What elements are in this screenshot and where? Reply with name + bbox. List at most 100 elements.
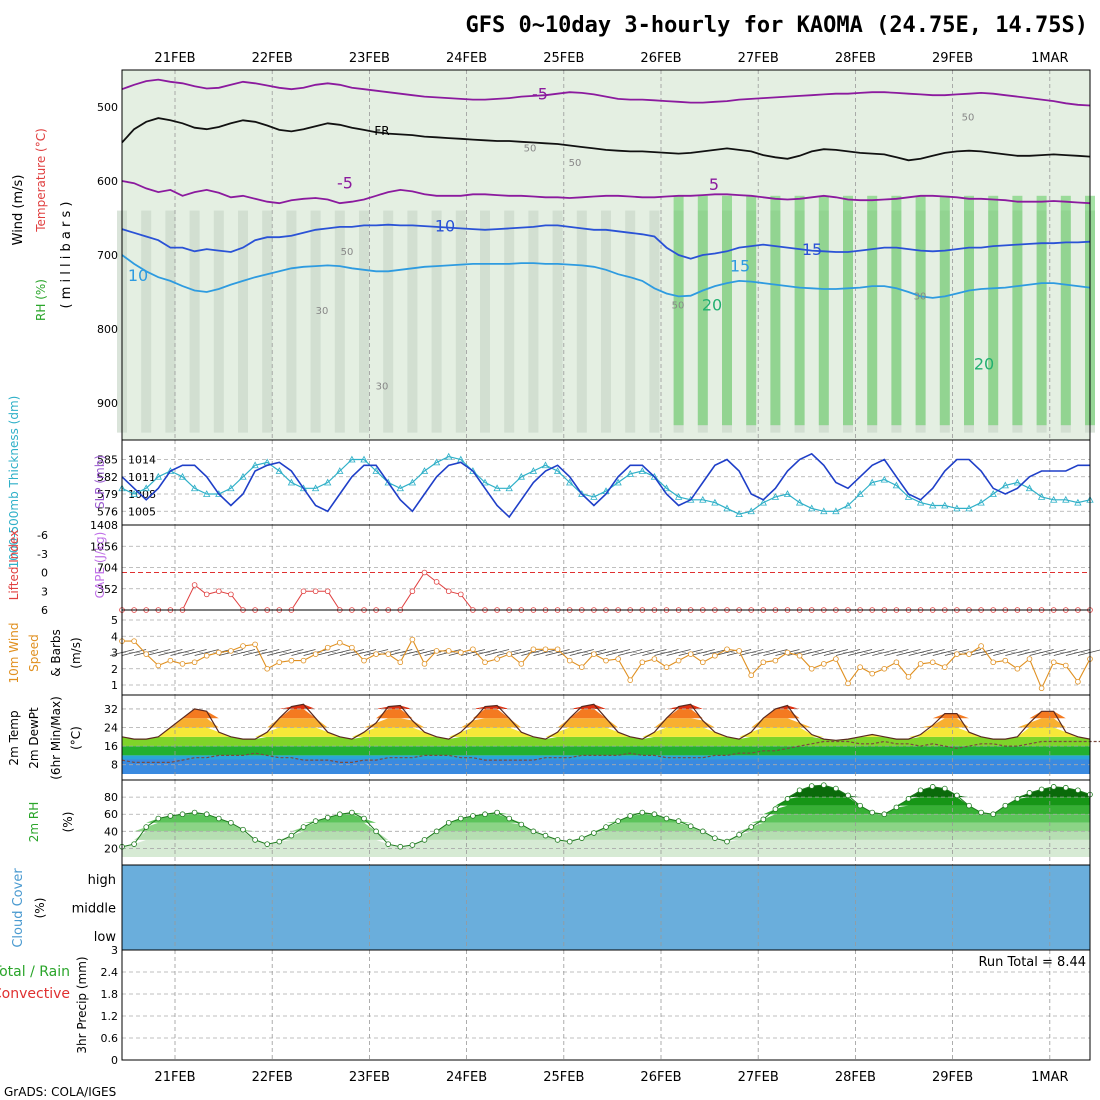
wind-speed-marker xyxy=(167,657,174,664)
wind-speed-marker xyxy=(324,644,331,651)
rh-marker xyxy=(445,819,452,826)
wind-speed-marker xyxy=(361,657,367,664)
rh-marker xyxy=(566,838,573,845)
contour-label: 15 xyxy=(802,240,822,259)
rh-marker xyxy=(542,832,549,839)
rh-marker xyxy=(941,785,948,792)
wind-speed-marker xyxy=(990,659,996,666)
rh-units-axis-title: (%) xyxy=(61,812,75,833)
rh-marker xyxy=(409,842,416,848)
lifted-index-marker xyxy=(433,579,440,585)
cape-tick-label: 1056 xyxy=(90,540,118,553)
rh-marker xyxy=(893,804,900,811)
contour-label: 20 xyxy=(974,355,994,374)
thickness-marker xyxy=(566,478,574,486)
wind-speed-marker xyxy=(155,662,162,669)
thickness-line xyxy=(121,455,1091,515)
wind-speed-marker xyxy=(833,656,839,662)
rh-moist-band xyxy=(867,195,878,426)
rh-marker xyxy=(578,835,585,841)
wind-speed-marker xyxy=(724,646,730,653)
wind-barb xyxy=(1041,649,1066,656)
rh-marker xyxy=(639,809,646,816)
rh-marker xyxy=(990,811,996,818)
wind-speed-marker xyxy=(433,648,440,654)
thickness-marker xyxy=(699,495,707,503)
thickness-marker xyxy=(142,484,150,492)
temperature-axis-title: Temperature (°C) xyxy=(34,128,48,233)
bottom-date-label: 27FEB xyxy=(738,1070,779,1085)
wind-speed-marker xyxy=(699,659,706,666)
wind-speed-marker xyxy=(421,661,428,667)
wind-speed-marker xyxy=(857,664,863,670)
rh-band xyxy=(601,210,611,433)
top-date-label: 23FEB xyxy=(349,51,390,66)
rh-marker xyxy=(772,806,779,812)
top-date-label: 21FEB xyxy=(154,51,195,66)
rh-moist-band xyxy=(794,195,805,426)
rh-moist-band xyxy=(1036,195,1047,426)
millibars-axis-title: ( m i l l i b a r s ) xyxy=(59,202,74,309)
rh-band xyxy=(504,210,515,433)
lifted-index-tick-label: 0 xyxy=(41,567,48,580)
thickness-marker xyxy=(578,490,586,497)
rh-band xyxy=(455,210,466,433)
wind-speed-marker xyxy=(905,674,912,680)
rh-marker xyxy=(748,824,754,830)
slp-axis-title: SLP (mb) xyxy=(93,455,107,509)
top-date-label: 1MAR xyxy=(1031,51,1068,66)
contour-label: 30 xyxy=(914,291,927,302)
thickness-marker xyxy=(1037,493,1046,500)
footer-credit: GrADS: COLA/IGES xyxy=(4,1085,116,1099)
wind-barbs-axis-title: & Barbs xyxy=(49,629,63,677)
y-tick-label: 579 xyxy=(97,488,118,501)
wind-barb xyxy=(932,649,957,656)
wind-speed-marker xyxy=(820,661,827,667)
thickness-marker xyxy=(553,467,562,474)
rh-moist-band xyxy=(722,195,732,426)
wind-speed-marker xyxy=(1026,656,1033,662)
top-date-label: 22FEB xyxy=(252,51,293,66)
thickness-marker xyxy=(311,484,320,492)
top-date-label: 24FEB xyxy=(446,51,487,66)
contour-label: -5 xyxy=(337,173,353,192)
wind-speed-marker xyxy=(591,651,597,657)
rh-moist-band xyxy=(1012,195,1023,426)
wind-speed-marker xyxy=(518,661,525,667)
wind-speed-marker xyxy=(808,665,815,672)
wind-speed-marker xyxy=(845,680,851,687)
contour-label: -5 xyxy=(532,85,548,104)
thickness-marker xyxy=(420,467,429,474)
rh-marker xyxy=(518,821,525,828)
wind-barb xyxy=(981,649,1006,656)
cape-tick-label: 1408 xyxy=(90,519,118,532)
rh-marker xyxy=(615,818,621,824)
rh-moist-band xyxy=(697,195,708,426)
rh-moist-band xyxy=(1060,195,1071,426)
wind-barb xyxy=(1053,649,1078,656)
wind-barb xyxy=(993,649,1018,656)
lifted-index-marker xyxy=(324,588,331,595)
wind-speed-marker xyxy=(663,664,670,670)
rh-marker xyxy=(966,802,972,809)
thickness-marker xyxy=(977,498,985,506)
thickness-marker xyxy=(203,490,211,497)
y-tick-label: 5 xyxy=(111,614,118,627)
rh-marker xyxy=(845,792,851,799)
contour-label: 10 xyxy=(128,266,148,285)
lifted-index-marker xyxy=(457,591,464,598)
wind-barb xyxy=(255,649,280,656)
cloud-level-label: high xyxy=(88,873,116,888)
wind-speed-marker xyxy=(917,661,924,667)
rh-marker xyxy=(312,818,319,824)
wind-barb xyxy=(823,649,848,656)
thickness-marker xyxy=(336,467,344,474)
chart-title: GFS 0~10day 3-hourly for KAOMA (24.75E, … xyxy=(465,13,1088,38)
top-date-label: 29FEB xyxy=(932,51,973,66)
thickness-marker xyxy=(832,507,840,515)
wind-barb xyxy=(739,649,764,656)
rh-fill-band xyxy=(122,805,1090,815)
lifted-index-line xyxy=(122,571,1090,611)
wind-barb xyxy=(642,649,667,656)
rh-moist-band xyxy=(673,195,684,426)
